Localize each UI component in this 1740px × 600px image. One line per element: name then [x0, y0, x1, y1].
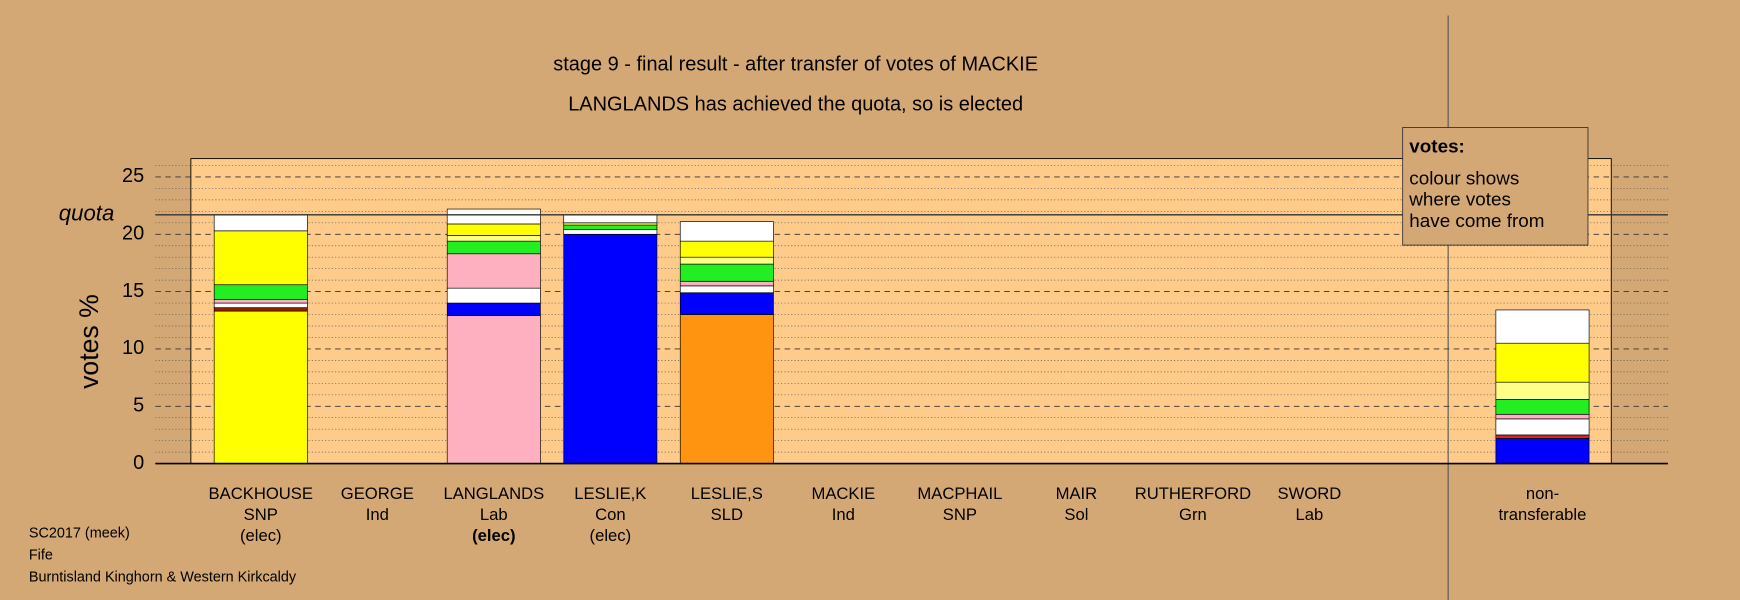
bar-segment	[213, 302, 308, 308]
bar-segment	[213, 284, 308, 300]
note: SC2017 (meek)	[29, 525, 130, 541]
x-tick-label: non-	[1526, 484, 1559, 503]
bar-segment	[446, 287, 541, 304]
bar-segment	[446, 315, 541, 464]
status-label: (elec)	[472, 526, 515, 545]
x-tick-label: transferable	[1499, 505, 1587, 524]
note: Fife	[29, 547, 53, 563]
bar-segment	[213, 230, 308, 286]
quota-label: quota	[59, 201, 115, 226]
chart-title: stage 9 - final result - after transfer …	[553, 54, 1038, 76]
bar-segment	[563, 229, 658, 235]
party-label: Lab	[480, 505, 508, 524]
legend-title: votes:	[1409, 135, 1465, 156]
x-tick-label: LESLIE,K	[574, 484, 646, 503]
bar-segment	[213, 299, 308, 304]
y-tick-label: 15	[122, 280, 144, 302]
x-tick-label: BACKHOUSE	[209, 484, 313, 503]
y-axis-label: votes %	[74, 294, 104, 389]
bar-segment	[563, 233, 658, 464]
party-label: Sol	[1064, 505, 1088, 524]
bar-segment	[679, 221, 774, 242]
y-tick-label: 0	[133, 452, 144, 474]
x-tick-label: LESLIE,S	[691, 484, 763, 503]
bar-segment	[446, 223, 541, 236]
party-label: Grn	[1179, 505, 1207, 524]
party-label: SNP	[244, 505, 278, 524]
bar-segment	[446, 208, 541, 225]
x-tick-label: MACKIE	[811, 484, 875, 503]
bar-segment	[213, 307, 308, 312]
bar-segment	[563, 214, 658, 224]
party-label: Ind	[366, 505, 389, 524]
legend-text: colour shows	[1409, 168, 1519, 189]
bar-segment	[679, 314, 774, 464]
bar-segment	[679, 292, 774, 315]
bar-segment	[1495, 413, 1590, 420]
party-label: Ind	[832, 505, 855, 524]
party-label: Con	[595, 505, 626, 524]
party-label: SNP	[943, 505, 977, 524]
plot-area	[190, 158, 1612, 465]
bar-segment	[1495, 381, 1590, 400]
party-label: Lab	[1296, 505, 1324, 524]
bar-segment	[446, 235, 541, 242]
bar-segment	[1495, 438, 1590, 464]
x-tick-label: SWORD	[1278, 484, 1342, 503]
y-tick-label: 25	[122, 165, 144, 187]
x-tick-label: LANGLANDS	[443, 484, 544, 503]
x-tick-label: RUTHERFORD	[1135, 484, 1251, 503]
note: Burntisland Kinghorn & Western Kirkcaldy	[29, 570, 297, 586]
marks: 0 5 10 15 20 25 BACKHOUSE SNP (elec) GEORGE Ind LAN…	[59, 165, 1668, 545]
bar-segment	[1495, 399, 1590, 415]
bar-segment	[1495, 434, 1590, 439]
x-tick-label: GEORGE	[341, 484, 414, 503]
legend-box	[1402, 127, 1589, 246]
bar-segment	[446, 253, 541, 289]
party-label: SLD	[711, 505, 743, 524]
y-tick-label: 20	[122, 223, 144, 245]
legend-text: have come from	[1409, 210, 1544, 231]
chart-subtitle: LANGLANDS has achieved the quota, so is …	[568, 94, 1023, 116]
bar-segment	[679, 263, 774, 282]
bar-segment	[1495, 418, 1590, 436]
bar-segment	[213, 310, 308, 464]
bar-segment	[1495, 342, 1590, 383]
bar-segment	[679, 285, 774, 294]
status-label: (elec)	[240, 526, 282, 545]
bar-segment	[679, 280, 774, 287]
bar-segment	[563, 222, 658, 226]
x-tick-label: MACPHAIL	[917, 484, 1002, 503]
bar-segment	[563, 224, 658, 231]
x-tick-label: MAIR	[1056, 484, 1098, 503]
bar-segment	[1495, 309, 1590, 344]
bar-segment	[446, 240, 541, 255]
y-tick-label: 5	[133, 395, 144, 417]
status-label: (elec)	[590, 526, 632, 545]
y-tick-label: 10	[122, 337, 144, 359]
legend-text: where votes	[1408, 189, 1511, 210]
bar-segment	[446, 302, 541, 317]
bar-segment	[213, 214, 308, 232]
bar-segment	[679, 256, 774, 265]
bar-segment	[679, 240, 774, 258]
